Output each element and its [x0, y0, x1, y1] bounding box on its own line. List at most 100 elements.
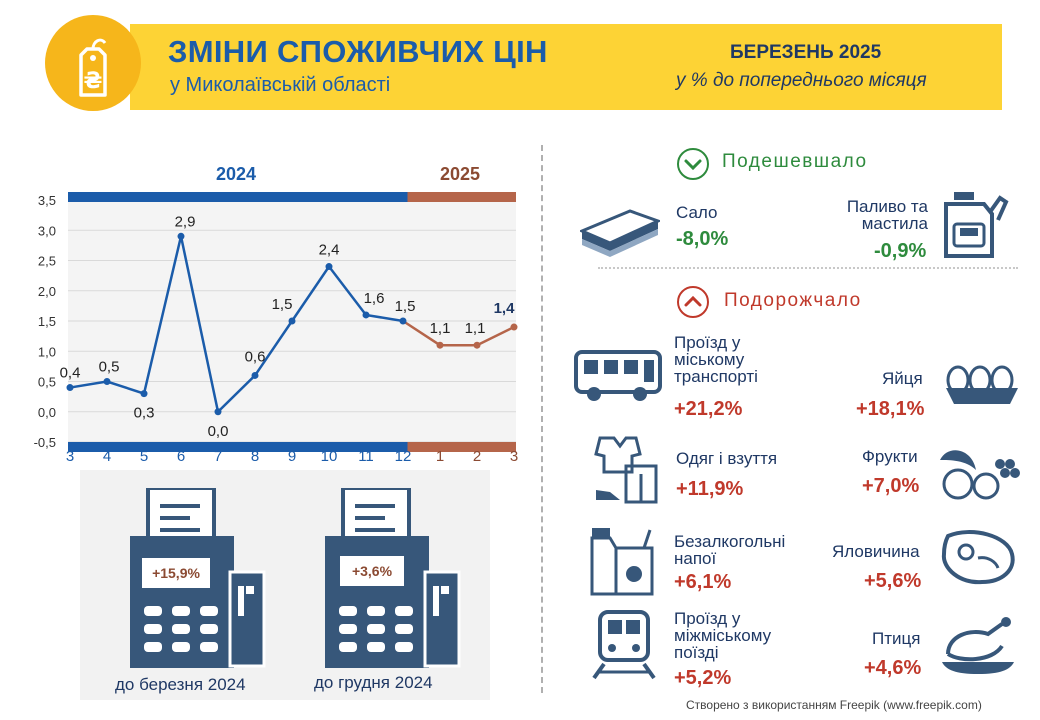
data-point [140, 390, 148, 398]
year-band-2024 [68, 442, 408, 452]
item-value-clothes: +11,9% [676, 478, 744, 500]
chart-data-labels: 0,4 0,5 0,3 2,9 0,0 0,6 1,5 2,4 1,6 1,5 1,1 1,1 1,4 [60, 213, 516, 439]
item-name-poultry: Птиця [872, 629, 921, 648]
pricier-section-title: Подорожчало [724, 290, 862, 311]
data-label: 0,0 [208, 423, 229, 440]
chart-series-lines [69, 236, 515, 415]
x-tick-label: 12 [395, 448, 412, 465]
data-label: 2,9 [175, 213, 196, 230]
item-value-lard: -8,0% [676, 228, 729, 250]
item-name-city-transport-line1: Проїзд у [674, 333, 741, 352]
y-tick-label: 3,5 [38, 193, 56, 208]
data-label: 2,4 [319, 242, 340, 259]
hryvnia-price-tag-icon: ₴ [79, 38, 107, 97]
header-circle: ₴ [45, 15, 141, 111]
item-value-city-transport: +21,2% [674, 398, 743, 420]
page-subtitle: у Миколаївській області [170, 74, 391, 96]
data-label: 0,5 [99, 359, 120, 376]
y-tick-label: 0,5 [38, 375, 56, 390]
lard-icon [578, 205, 662, 262]
bus-icon [574, 350, 666, 409]
data-point [251, 371, 259, 379]
section-divider [541, 145, 543, 693]
x-tick-label: 6 [177, 448, 185, 465]
clothes-icon [590, 436, 664, 511]
item-name-city-transport-line2: міському [674, 350, 745, 369]
data-point [510, 323, 518, 331]
item-value-eggs: +18,1% [856, 398, 925, 420]
data-label: 0,3 [134, 405, 155, 422]
item-name-drinks-line1: Безалкогольні [674, 532, 786, 551]
price-change-chart: -0,50,00,51,01,52,02,53,03,5 3 4 5 6 7 8 9 10 11… [34, 164, 519, 465]
x-tick-label: 8 [251, 448, 259, 465]
data-label: 1,5 [395, 298, 416, 315]
item-name-fuel-line1: Паливо та [846, 197, 928, 216]
item-value-beef: +5,6% [864, 570, 922, 592]
juice-icon [586, 524, 658, 601]
poultry-icon [940, 614, 1020, 681]
terminal-value-march-2024: +15,9% [142, 558, 210, 588]
item-name-lard: Сало [676, 203, 718, 222]
chart-x-ticks: 3 4 5 6 7 8 9 10 11 12 1 2 3 [66, 448, 518, 465]
item-name-clothes: Одяг і взуття [676, 449, 778, 468]
x-tick-label: 11 [358, 448, 374, 465]
chart-y-ticks: -0,5 0,0 0,5 1,0 1,5 2,0 2,5 3,0 3,5 [34, 193, 56, 450]
data-point [66, 384, 74, 392]
cheaper-section-title: Подешевшало [722, 151, 868, 172]
data-label: 1,1 [465, 320, 486, 337]
year-label-2024: 2024 [216, 164, 256, 184]
data-label: 1,4 [494, 300, 516, 317]
pos-terminal-icon [325, 486, 461, 668]
chevron-down-icon [676, 147, 710, 186]
item-name-city-transport-line3: транспорті [674, 367, 758, 386]
data-point [325, 263, 333, 271]
data-label: 0,4 [60, 365, 81, 382]
item-name-city-transport: Проїзд у міському транспорті [674, 334, 758, 385]
item-name-eggs: Яйця [882, 369, 923, 388]
data-label: 1,1 [430, 320, 451, 337]
x-tick-label: 2 [473, 448, 481, 465]
data-point [473, 341, 481, 349]
section-separator [598, 267, 1018, 269]
page-title: ЗМІНИ СПОЖИВЧИХ ЦІН [168, 34, 548, 69]
y-tick-label: 3,0 [38, 223, 56, 238]
item-name-fuel: Паливо та мастила [838, 198, 928, 232]
data-point [436, 341, 444, 349]
svg-text:₴: ₴ [84, 69, 103, 94]
item-value-fruits: +7,0% [862, 475, 920, 497]
item-name-fruits: Фрукти [862, 447, 918, 466]
x-tick-label: 3 [510, 448, 518, 465]
credit-text: Створено з використанням Freepik (www.fr… [686, 698, 982, 712]
year-band-2025 [407, 442, 516, 452]
data-point [214, 408, 222, 416]
x-tick-label: 9 [288, 448, 296, 465]
year-band-2024 [68, 192, 408, 202]
y-tick-label: 2,5 [38, 254, 56, 269]
x-tick-label: 3 [66, 448, 74, 465]
item-name-drinks-line2: напої [674, 549, 717, 568]
item-name-intercity-train-line1: Проїзд у [674, 609, 741, 628]
data-point [399, 317, 407, 325]
eggs-icon [944, 360, 1024, 415]
data-point [362, 311, 370, 319]
chart-year-bands [68, 192, 516, 452]
item-name-intercity-train: Проїзд у міжміському поїзді [674, 610, 771, 661]
data-point [288, 317, 296, 325]
item-value-poultry: +4,6% [864, 657, 922, 679]
chart-points [66, 232, 518, 416]
item-value-drinks: +6,1% [674, 571, 732, 593]
fuel-canister-icon [938, 190, 1010, 265]
train-icon [592, 608, 660, 685]
y-tick-label: -0,5 [34, 435, 56, 450]
data-point [103, 378, 111, 385]
item-name-intercity-train-line3: поїзді [674, 643, 719, 662]
x-tick-label: 1 [436, 448, 444, 465]
y-tick-label: 1,5 [38, 314, 56, 329]
x-tick-label: 7 [214, 448, 222, 465]
period-subtitle: у % до попереднього місяця [676, 70, 927, 91]
y-tick-label: 2,0 [38, 284, 56, 299]
fruits-icon [936, 440, 1026, 509]
item-value-fuel: -0,9% [874, 240, 927, 262]
series-line-0 [69, 236, 404, 415]
terminal-label-march-2024: до березня 2024 [115, 675, 246, 694]
